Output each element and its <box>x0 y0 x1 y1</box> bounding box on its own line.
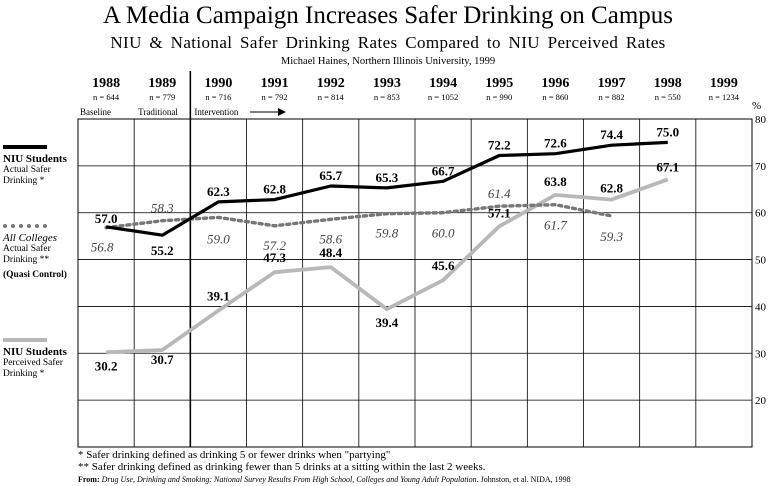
data-label-actual: 57.0 <box>95 211 118 226</box>
year-header: 1994 <box>429 76 457 91</box>
y-axis-unit: % <box>752 100 761 112</box>
data-label-colleges: 57.2 <box>263 238 286 253</box>
year-header: 1993 <box>373 76 401 91</box>
series-line-perceived <box>106 177 669 355</box>
phase-baseline: Baseline <box>80 107 111 117</box>
data-label-colleges: 60.0 <box>432 226 455 241</box>
data-label-actual: 62.8 <box>263 182 286 197</box>
source-label: From: <box>78 475 100 484</box>
sample-size: n = 860 <box>542 92 568 102</box>
sample-size: n = 644 <box>93 92 120 102</box>
legend-swatch-actual <box>3 145 47 149</box>
sample-size: n = 853 <box>374 92 400 102</box>
data-label-actual: 65.3 <box>376 170 399 185</box>
legend-colleges-line1: Actual Safer <box>3 244 51 254</box>
legend-actual-line1: Actual Safer <box>3 165 51 175</box>
footnotes: * Safer drinking defined as drinking 5 o… <box>78 449 571 486</box>
data-label-perceived: 57.1 <box>488 205 511 220</box>
legend-niu-actual: NIU Students Actual Safer Drinking * <box>3 145 79 187</box>
data-label-colleges: 59.3 <box>600 229 623 244</box>
y-tick-label: 70 <box>755 161 767 173</box>
data-label-actual: 65.7 <box>319 168 342 183</box>
sample-size: n = 990 <box>486 92 512 102</box>
year-header: 1992 <box>317 76 345 91</box>
legend-perceived-line1: Perceived Safer <box>3 358 63 368</box>
intervention-arrow-head <box>278 108 286 116</box>
year-header: 1997 <box>598 76 626 91</box>
data-label-perceived: 45.6 <box>432 258 455 273</box>
legend-colleges-line2: Drinking ** <box>3 255 50 265</box>
legend-swatch-perceived <box>3 338 47 342</box>
chart-subtitle: NIU & National Safer Drinking Rates Comp… <box>110 33 666 52</box>
year-header: 1995 <box>485 76 513 91</box>
chart-title: A Media Campaign Increases Safer Drinkin… <box>102 2 673 29</box>
legend-perceived-line2: Drinking * <box>3 369 45 379</box>
sample-size: n = 716 <box>205 92 231 102</box>
y-tick-label: 50 <box>755 255 767 267</box>
year-header: 1990 <box>204 76 232 91</box>
sample-size: n = 1234 <box>709 92 740 102</box>
legend-colleges-title: All Colleges <box>3 232 58 244</box>
year-header: 1999 <box>710 76 738 91</box>
source-rest: Johnston, et al. NIDA, 1998 <box>480 475 571 484</box>
legend-perceived-title: NIU Students <box>3 346 67 358</box>
data-label-perceived: 48.4 <box>319 245 342 260</box>
phase-traditional: Traditional <box>138 107 178 117</box>
y-tick-label: 80 <box>755 114 767 126</box>
source-title: Drug Use, Drinking and Smoking: National… <box>101 475 479 484</box>
legend-actual-line2: Drinking * <box>3 176 45 186</box>
y-tick-label: 60 <box>755 208 767 220</box>
data-label-perceived: 63.8 <box>544 174 567 189</box>
y-tick-label: 40 <box>755 301 767 313</box>
data-label-colleges: 59.8 <box>376 226 399 241</box>
chart-credit: Michael Haines, Northern Illinois Univer… <box>280 56 496 67</box>
phase-intervention: Intervention <box>194 107 238 117</box>
footnote-1: * Safer drinking defined as drinking 5 o… <box>78 449 391 461</box>
year-header: 1988 <box>92 76 120 91</box>
legend-swatch-colleges <box>3 224 47 228</box>
data-label-colleges: 61.7 <box>544 218 567 233</box>
y-tick-label: 30 <box>755 348 767 360</box>
y-tick-label: 20 <box>755 395 767 407</box>
data-label-colleges: 59.0 <box>207 231 230 246</box>
data-label-perceived: 30.7 <box>151 352 174 367</box>
sample-size: n = 1052 <box>428 92 458 102</box>
data-label-actual: 66.7 <box>432 163 455 178</box>
year-header: 1998 <box>654 76 682 91</box>
legend-colleges-extra: (Quasi Control) <box>3 270 67 280</box>
sample-size: n = 550 <box>655 92 681 102</box>
legend-actual-title: NIU Students <box>3 153 67 165</box>
year-header: 1989 <box>148 76 176 91</box>
data-label-perceived: 39.4 <box>376 315 399 330</box>
data-label-colleges: 56.8 <box>91 240 114 255</box>
source-citation: From: Drug Use, Drinking and Smoking: Na… <box>78 474 571 486</box>
sample-size: n = 779 <box>149 92 175 102</box>
footnote-2: ** Safer drinking defined as drinking fe… <box>78 461 486 473</box>
data-label-colleges: 61.4 <box>488 186 511 201</box>
data-label-colleges: 58.3 <box>151 201 174 216</box>
data-label-actual: 72.2 <box>488 138 511 153</box>
data-label-actual: 72.6 <box>544 136 567 151</box>
legend-all-colleges: All Colleges Actual Safer Drinking ** (Q… <box>3 224 79 281</box>
sample-size: n = 882 <box>599 92 625 102</box>
data-label-actual: 62.3 <box>207 184 230 199</box>
sample-size: n = 792 <box>262 92 288 102</box>
data-label-colleges: 58.6 <box>319 231 342 246</box>
year-header: 1991 <box>261 76 289 91</box>
sample-size: n = 814 <box>318 92 345 102</box>
series-line-actual <box>105 140 668 237</box>
data-label-actual: 74.4 <box>600 127 623 142</box>
data-label-actual: 75.0 <box>656 124 679 139</box>
data-label-perceived: 62.8 <box>600 181 623 196</box>
data-label-perceived: 39.1 <box>207 289 230 304</box>
data-label-perceived: 30.2 <box>95 358 118 373</box>
data-label-perceived: 47.3 <box>263 250 286 265</box>
year-header: 1996 <box>541 76 569 91</box>
data-label-actual: 55.2 <box>151 243 174 258</box>
legend-niu-perceived: NIU Students Perceived Safer Drinking * <box>3 338 79 380</box>
data-label-perceived: 67.1 <box>656 159 679 174</box>
